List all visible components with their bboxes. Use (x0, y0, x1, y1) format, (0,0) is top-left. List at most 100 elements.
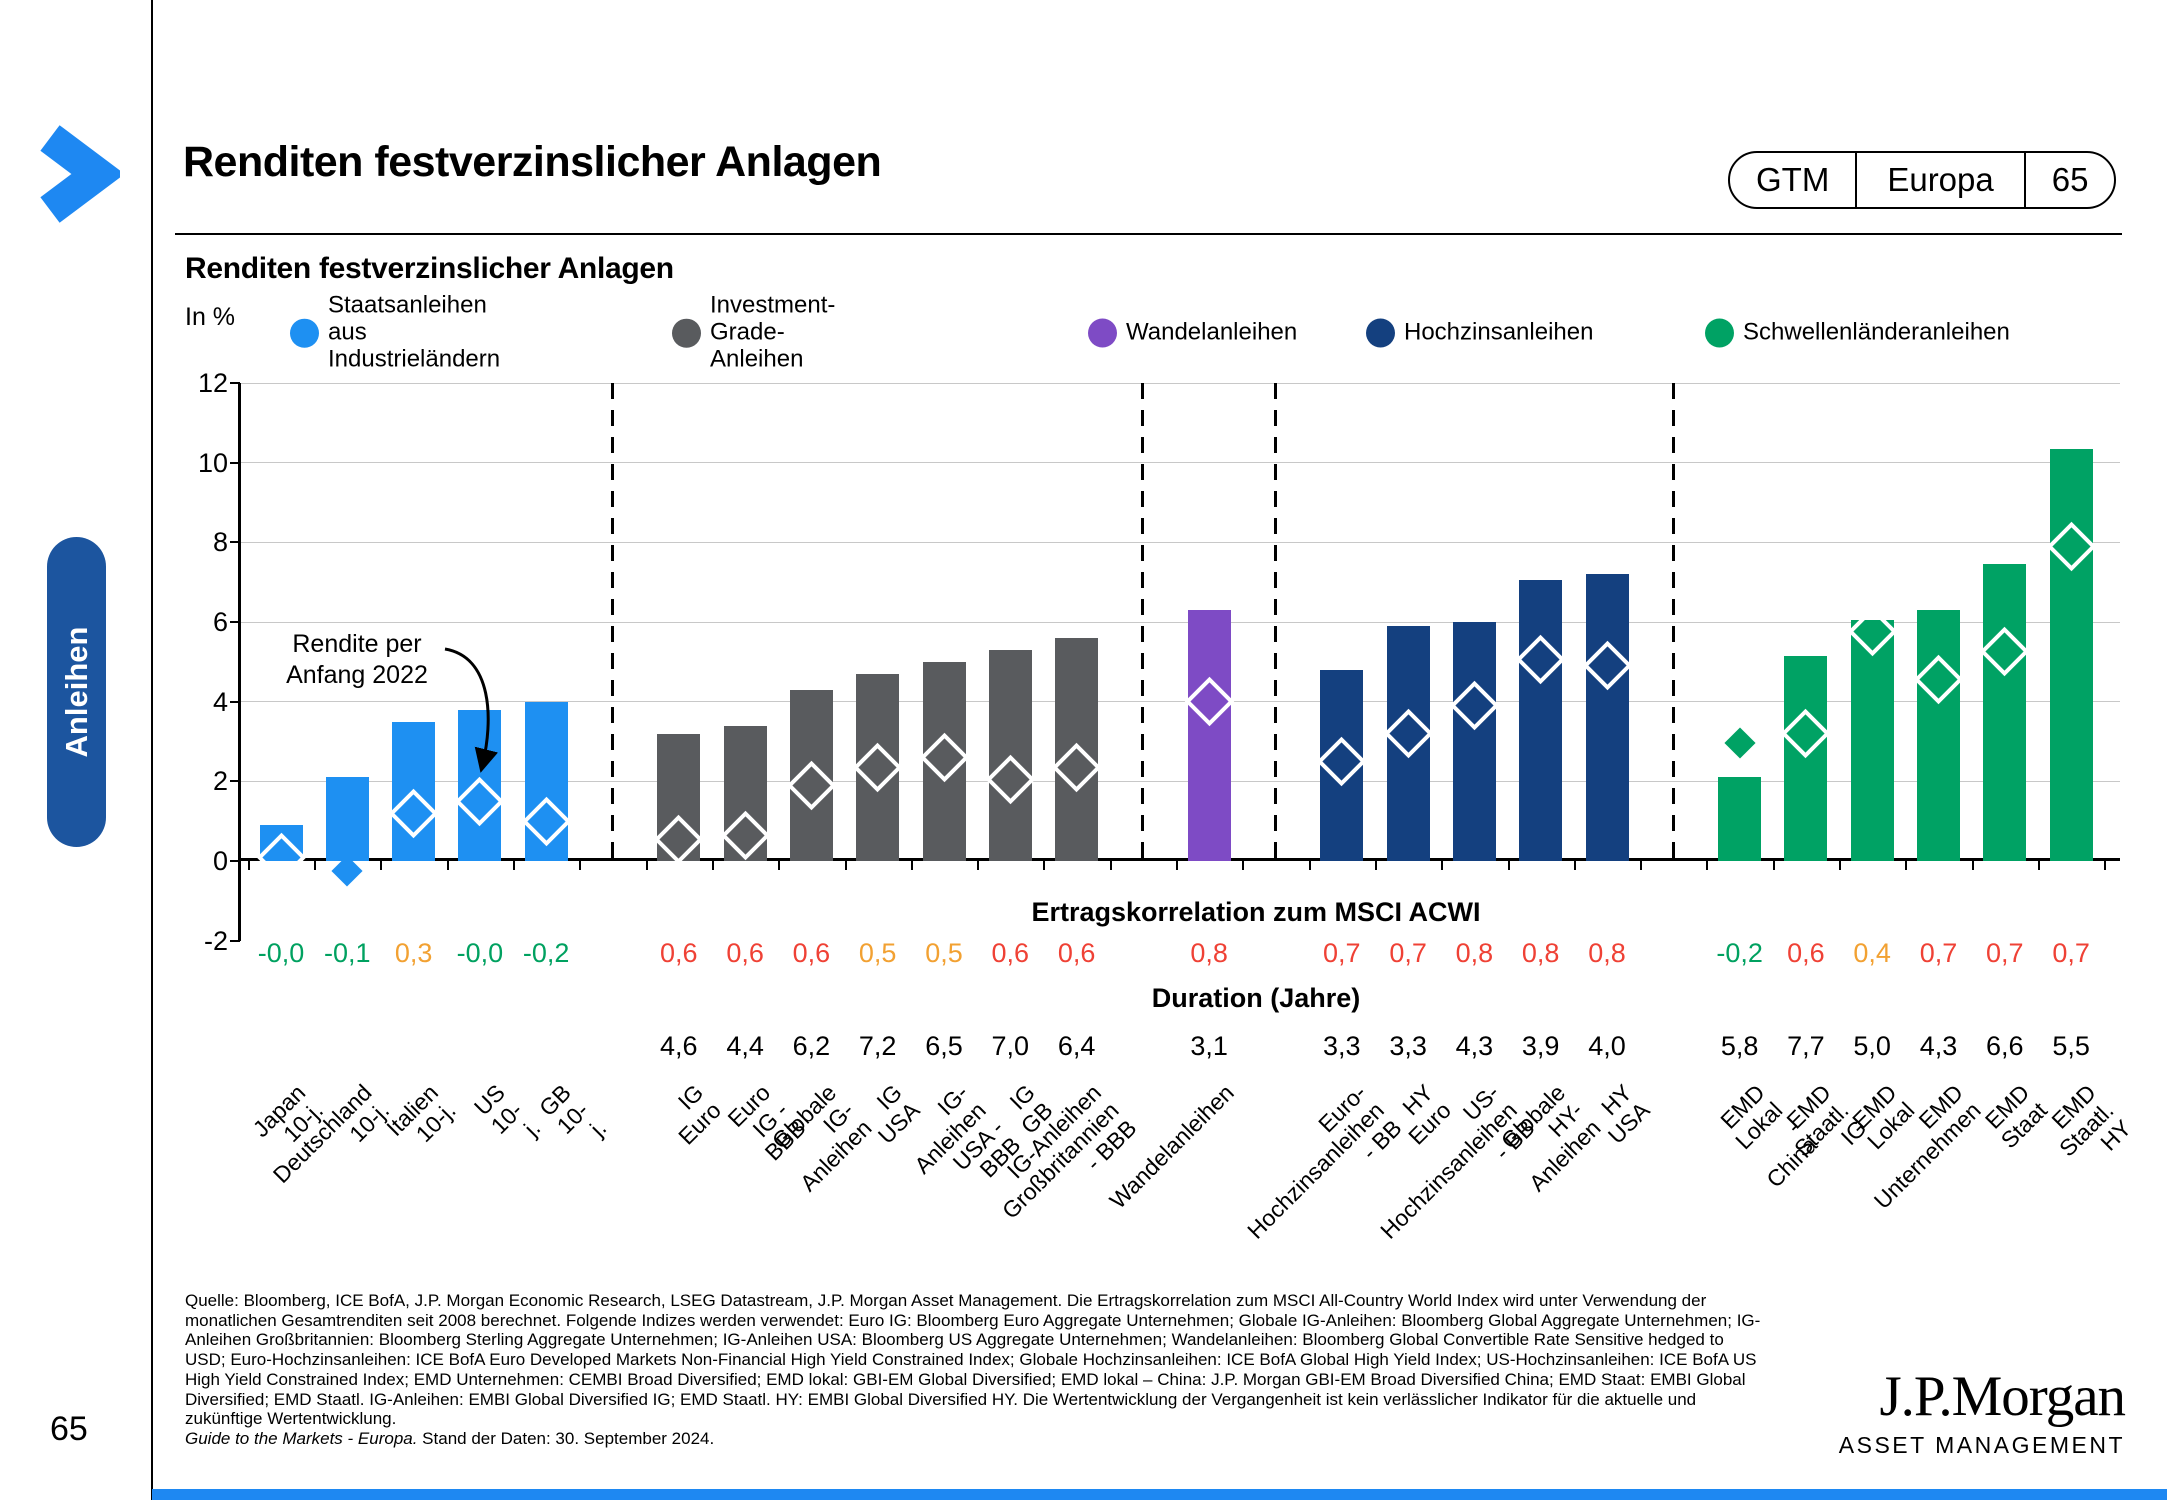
x-axis-label: Globale HY- Anleihen (1495, 1079, 1606, 1197)
x-axis-tick (1308, 861, 1311, 870)
badge-number: 65 (2051, 161, 2089, 198)
logo-wordmark: J.P.Morgan (1879, 1365, 2127, 1428)
correlation-value: 0,3 (394, 938, 433, 968)
bar (1585, 574, 1629, 861)
y-axis-unit-label: In % (185, 303, 236, 331)
duration-value: 7,0 (991, 1031, 1030, 1061)
badge-region: Europa (1855, 153, 2026, 207)
x-axis-tick (314, 861, 317, 870)
duration-value: 6,4 (1057, 1031, 1096, 1061)
correlation-value: 0,4 (1853, 938, 1891, 968)
group-separator-dashed-line (1671, 383, 1675, 861)
logo-subtitle: ASSET MANAGEMENT (1838, 1432, 2125, 1458)
legend-label: Investment-Grade-Anleihen (710, 291, 836, 373)
x-axis-tick (513, 861, 516, 870)
correlation-value: 0,6 (1057, 938, 1096, 968)
legend-item: Schwellenländeranleihen (1705, 318, 2010, 348)
legend-color-dot (1366, 318, 1395, 348)
duration-value: 7,2 (858, 1031, 897, 1061)
x-axis-label: EMD Staat (1979, 1079, 2053, 1154)
bar (259, 825, 303, 861)
duration-value: 5,8 (1720, 1031, 1759, 1061)
correlation-value: 0,8 (1455, 938, 1494, 968)
page-number: 65 (50, 1410, 88, 1448)
x-axis-label: Italien 10-j. (381, 1079, 461, 1147)
y-axis-tick (230, 860, 240, 862)
x-axis-label: GB 10-j. (533, 1079, 611, 1141)
correlation-value: -0,0 (257, 938, 305, 968)
legend-color-dot (672, 318, 701, 348)
duration-value: 6,5 (925, 1031, 963, 1061)
bar (2049, 448, 2093, 861)
duration-value: 3,3 (1389, 1031, 1427, 1061)
y-axis-tick (230, 780, 240, 783)
correlation-value: 0,8 (1521, 938, 1560, 968)
y-axis-tick-label: 4 (212, 686, 228, 717)
y-axis-tick-label: 10 (197, 447, 228, 478)
gridline (240, 382, 2120, 384)
sidebar-tab-anleihen[interactable]: Anleihen (47, 537, 106, 847)
page-title: Renditen festverzinslicher Anlagen (183, 138, 882, 186)
duration-value: 4,3 (1455, 1031, 1494, 1061)
x-axis-tick (1640, 861, 1643, 870)
guide-title: Guide to the Markets - Europa. (185, 1429, 418, 1449)
bar (657, 733, 701, 861)
marker-annotation: Rendite per Anfang 2022 (286, 630, 428, 690)
x-axis-tick (1242, 861, 1245, 870)
jpmorgan-logo: J.P.Morgan ASSET MANAGEMENT (1815, 1364, 2127, 1459)
x-axis-tick (446, 861, 449, 870)
x-axis-tick (579, 861, 582, 870)
gridline (240, 701, 2120, 703)
legend-label: Schwellenländeranleihen (1743, 318, 2010, 346)
title-rule (175, 233, 2122, 235)
x-axis-label: Globale IG-Anleihen (766, 1079, 877, 1197)
source-footnote: Quelle: Bloomberg, ICE BofA, J.P. Morgan… (185, 1291, 1765, 1449)
correlation-value: -0,2 (522, 938, 570, 968)
bar (1187, 610, 1231, 861)
y-axis-tick (230, 939, 240, 942)
y-axis-tick (230, 621, 240, 623)
x-axis-label: Euro- Hochzinsanleihen - BB (1242, 1079, 1407, 1244)
legend-label: Wandelanleihen (1126, 318, 1298, 346)
correlation-value: 0,7 (1389, 938, 1427, 968)
y-axis-tick-label: -2 (203, 925, 228, 956)
bar (988, 649, 1032, 861)
group-separator-dashed-line (1274, 383, 1277, 861)
x-axis-tick (910, 861, 913, 870)
duration-value: 3,3 (1323, 1031, 1361, 1061)
x-axis-label: IG Euro (672, 1079, 727, 1150)
bar-chart-plot-area: 12 10 8 6 4 2 0 -2 -0,0 Japan 10-j. -0,1 Deutschlan… (198, 368, 2136, 1244)
y-axis-tick-label: 12 (197, 368, 228, 398)
sidebar-tab-label: Anleihen (58, 626, 94, 758)
x-axis-tick (1043, 861, 1046, 870)
bar (1983, 564, 2027, 861)
bar (922, 661, 966, 861)
x-axis-tick (1971, 861, 1974, 870)
x-axis-tick (1573, 861, 1576, 870)
bar (1917, 610, 1960, 861)
badge-gtm: GTM (1756, 161, 1830, 198)
x-axis-tick (977, 861, 980, 870)
gridline (240, 780, 2120, 782)
gridline (240, 621, 2120, 623)
duration-row-header: Duration (Jahre) (1151, 983, 1361, 1013)
x-axis-line (240, 858, 2120, 861)
y-axis-tick-label: 2 (212, 766, 228, 797)
chart-title: Renditen festverzinslicher Anlagen (185, 252, 674, 285)
correlation-value: 0,7 (1323, 938, 1361, 968)
y-axis-tick (230, 541, 240, 544)
correlation-value: 0,5 (925, 938, 963, 968)
duration-value: 4,6 (660, 1031, 698, 1061)
y-axis-tick-label: 8 (212, 527, 228, 558)
x-axis-tick (1507, 861, 1510, 870)
x-axis-label: US 10-j. (468, 1079, 545, 1141)
correlation-value: -0,2 (1716, 938, 1763, 968)
bar (1784, 655, 1828, 861)
correlation-value: -0,1 (324, 938, 371, 968)
bar (524, 701, 568, 861)
chevron-right-icon (40, 125, 120, 223)
gridline (240, 462, 2120, 464)
correlation-value: 0,7 (2052, 938, 2090, 968)
bar (1718, 777, 1762, 861)
x-axis-tick (1706, 861, 1709, 870)
